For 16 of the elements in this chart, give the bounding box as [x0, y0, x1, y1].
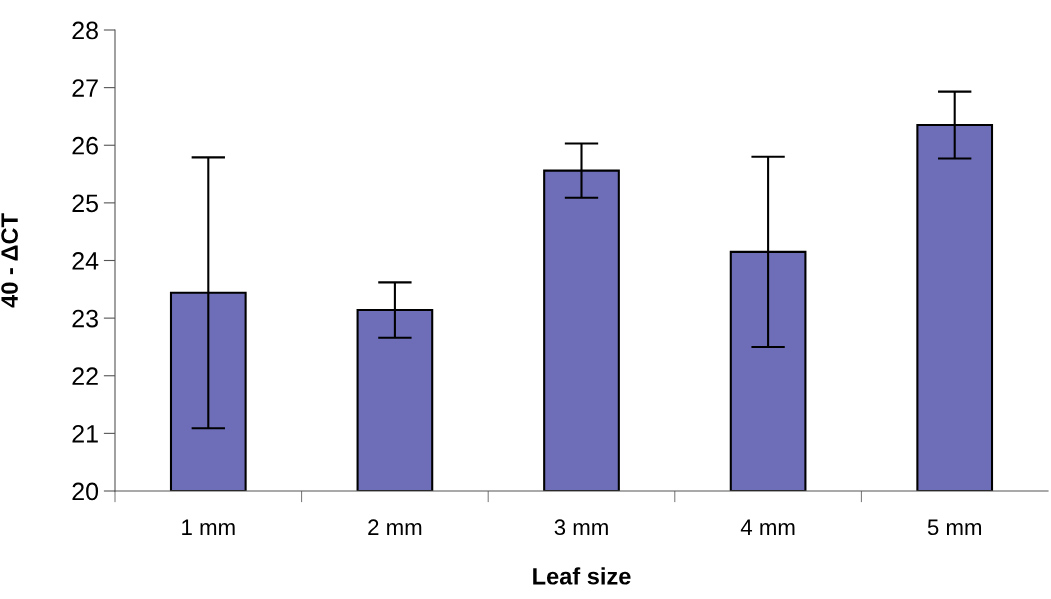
y-tick-label: 27 [72, 79, 98, 97]
y-tick-label: 22 [72, 367, 98, 385]
x-tick-label: 4 mm [740, 519, 795, 535]
y-axis-title: 40 - ΔCT [1, 213, 18, 308]
y-tick-label: 24 [72, 252, 99, 270]
y-tick-label: 26 [72, 136, 98, 155]
y-tick-label: 21 [72, 424, 98, 443]
x-axis-title: Leaf size [533, 567, 631, 585]
y-tick-label: 25 [72, 194, 98, 213]
x-tick-label: 1 mm [182, 519, 235, 535]
x-tick-label: 5 mm [927, 519, 982, 536]
x-tick-label: 2 mm [368, 519, 422, 535]
x-tick-label: 3 mm [554, 519, 608, 536]
y-tick-label: 28 [72, 21, 98, 40]
y-tick-label: 20 [72, 482, 99, 501]
y-tick-label: 23 [72, 309, 98, 328]
